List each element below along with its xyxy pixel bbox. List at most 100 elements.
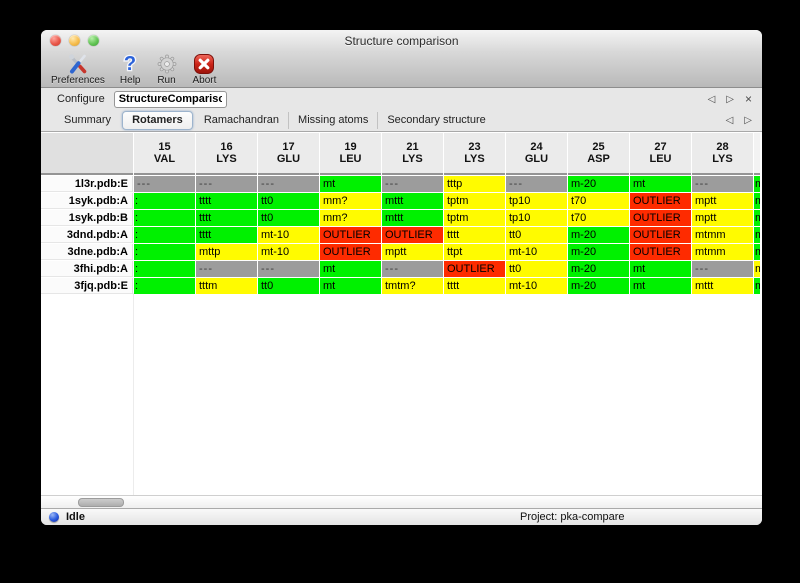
tab-summary[interactable]: Summary (64, 114, 112, 126)
rotamer-cell[interactable]: mt (630, 176, 691, 192)
rotamer-cell[interactable]: : (134, 193, 195, 209)
rotamer-cell[interactable]: OUTLIER (630, 227, 691, 243)
close-window-icon[interactable] (50, 35, 61, 46)
row-label[interactable]: 3dnd.pdb:A (41, 227, 133, 243)
tab-missing-atoms[interactable]: Missing atoms (288, 112, 377, 129)
rotamer-cell[interactable]: --- (196, 176, 257, 192)
rotamer-cell[interactable]: mt-10 (506, 244, 567, 260)
rotamer-cell[interactable]: tptm (444, 193, 505, 209)
tab-ramachandran[interactable]: Ramachandran (203, 114, 280, 126)
rotamer-cell[interactable]: mt-10 (506, 278, 567, 294)
rotamer-cell[interactable]: OUTLIER (444, 261, 505, 277)
rotamer-cell[interactable]: OUTLIER (320, 244, 381, 260)
toolbar-button-help[interactable]: ? Help (120, 53, 141, 86)
column-header-21[interactable]: 21 LYS (382, 133, 443, 175)
rotamer-cell[interactable]: m-20 (568, 244, 629, 260)
column-header-19[interactable]: 19 LEU (320, 133, 381, 175)
rotamer-cell[interactable]: mt (630, 278, 691, 294)
column-header-17[interactable]: 17 GLU (258, 133, 319, 175)
rotamer-cell[interactable]: mm? (320, 193, 381, 209)
rotamer-cell-clipped[interactable]: m (754, 278, 760, 294)
rotamer-cell[interactable]: mttt (382, 193, 443, 209)
rotamer-cell[interactable]: : (134, 227, 195, 243)
rotamer-cell[interactable]: tttt (444, 278, 505, 294)
rotamer-cell[interactable]: tt0 (258, 193, 319, 209)
rotamer-cell[interactable]: tt0 (506, 261, 567, 277)
tabs-next-icon[interactable]: ▷ (744, 115, 752, 126)
rotamer-cell[interactable]: m-20 (568, 278, 629, 294)
rotamer-cell[interactable]: mttt (692, 278, 753, 294)
rotamer-cell[interactable]: mt (630, 261, 691, 277)
rotamer-cell[interactable]: mt (320, 261, 381, 277)
toolbar-button-preferences[interactable]: Preferences (51, 53, 105, 86)
configure-close-icon[interactable]: × (744, 92, 752, 106)
rotamer-cell[interactable]: t70 (568, 210, 629, 226)
rotamer-cell[interactable]: tttm (196, 278, 257, 294)
horizontal-scrollbar-thumb[interactable] (78, 498, 124, 507)
rotamer-cell[interactable]: mttt (382, 210, 443, 226)
rotamer-cell-clipped[interactable]: m (754, 193, 760, 209)
rotamer-cell[interactable]: --- (258, 261, 319, 277)
minimize-window-icon[interactable] (69, 35, 80, 46)
rotamer-cell[interactable]: tttp (444, 176, 505, 192)
rotamer-cell[interactable]: tt0 (258, 210, 319, 226)
rotamer-cell[interactable]: --- (382, 176, 443, 192)
rotamer-cell[interactable]: tttt (196, 227, 257, 243)
configure-name-input[interactable] (113, 90, 227, 108)
rotamer-cell-clipped[interactable]: m (754, 210, 760, 226)
row-label[interactable]: 3dne.pdb:A (41, 244, 133, 260)
column-header-23[interactable]: 23 LYS (444, 133, 505, 175)
rotamer-cell-clipped[interactable]: m (754, 244, 760, 260)
rotamer-cell[interactable]: tttt (196, 210, 257, 226)
row-label[interactable]: 1syk.pdb:B (41, 210, 133, 226)
rotamer-cell[interactable]: --- (506, 176, 567, 192)
rotamer-cell[interactable]: mt-10 (258, 227, 319, 243)
row-label[interactable]: 3fhi.pdb:A (41, 261, 133, 277)
rotamer-cell[interactable]: tp10 (506, 193, 567, 209)
column-header-24[interactable]: 24 GLU (506, 133, 567, 175)
rotamer-cell[interactable]: --- (134, 176, 195, 192)
rotamer-cell[interactable]: OUTLIER (630, 210, 691, 226)
rotamer-cell[interactable]: --- (258, 176, 319, 192)
column-header-28[interactable]: 28 LYS (692, 133, 753, 175)
rotamer-cell[interactable]: : (134, 278, 195, 294)
rotamer-cell[interactable]: mptt (382, 244, 443, 260)
tab-secondary-structure[interactable]: Secondary structure (377, 112, 494, 129)
rotamer-cell[interactable]: mttp (196, 244, 257, 260)
rotamer-cell[interactable]: tp10 (506, 210, 567, 226)
rotamer-cell[interactable]: mt-10 (258, 244, 319, 260)
column-header-15[interactable]: 15 VAL (134, 133, 195, 175)
configure-next-icon[interactable]: ▷ (726, 93, 734, 105)
rotamer-cell[interactable]: --- (692, 176, 753, 192)
rotamer-cell[interactable]: OUTLIER (630, 193, 691, 209)
rotamer-cell[interactable]: OUTLIER (320, 227, 381, 243)
rotamer-cell[interactable]: t70 (568, 193, 629, 209)
rotamer-cell[interactable]: : (134, 261, 195, 277)
rotamer-cell[interactable]: m-20 (568, 176, 629, 192)
rotamer-cell[interactable]: OUTLIER (630, 244, 691, 260)
tabs-prev-icon[interactable]: ◁ (725, 115, 734, 126)
rotamer-cell[interactable]: tt0 (258, 278, 319, 294)
rotamer-cell[interactable]: mt (320, 278, 381, 294)
rotamer-cell[interactable]: mtmm (692, 244, 753, 260)
rotamer-cell[interactable]: m-20 (568, 261, 629, 277)
toolbar-button-abort[interactable]: Abort (193, 53, 216, 86)
row-label[interactable]: 1syk.pdb:A (41, 193, 133, 209)
rotamer-cell[interactable]: tttt (196, 193, 257, 209)
configure-prev-icon[interactable]: ◁ (707, 93, 716, 105)
rotamer-cell[interactable]: mptt (692, 193, 753, 209)
rotamer-cell[interactable]: OUTLIER (382, 227, 443, 243)
rotamer-cell[interactable]: --- (382, 261, 443, 277)
rotamer-cell-clipped[interactable]: m (754, 261, 760, 277)
title-bar[interactable]: Structure comparison (41, 30, 762, 52)
rotamer-cell[interactable]: mt (320, 176, 381, 192)
toolbar-button-run[interactable]: Run (156, 53, 178, 86)
row-label[interactable]: 1l3r.pdb:E (41, 176, 133, 192)
rotamer-cell[interactable]: mtmm (692, 227, 753, 243)
rotamer-cell-clipped[interactable]: m (754, 176, 760, 192)
rotamer-cell[interactable]: mm? (320, 210, 381, 226)
rotamer-cell-clipped[interactable]: m (754, 227, 760, 243)
rotamer-cell[interactable]: tttt (444, 227, 505, 243)
column-header-16[interactable]: 16 LYS (196, 133, 257, 175)
column-header-27[interactable]: 27 LEU (630, 133, 691, 175)
